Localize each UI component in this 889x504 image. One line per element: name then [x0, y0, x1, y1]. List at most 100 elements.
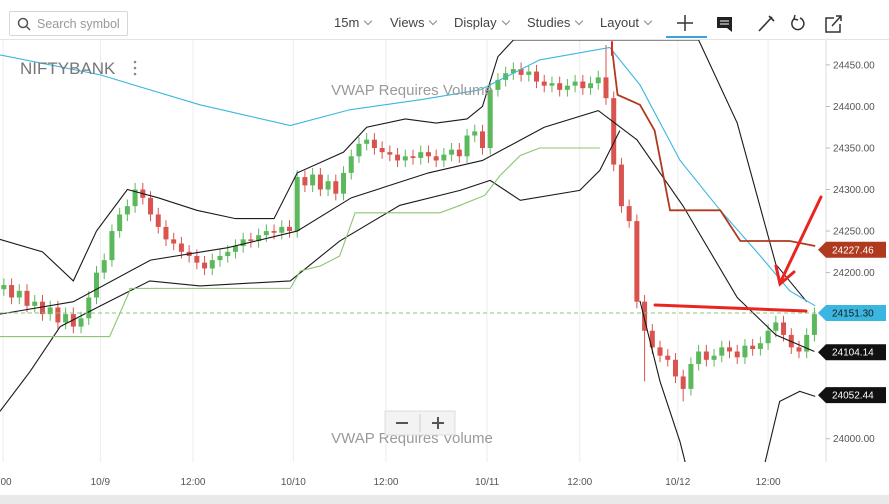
- candle-body: [333, 181, 339, 194]
- candle-body: [78, 318, 84, 327]
- candle-body: [209, 260, 215, 269]
- x-tick-label: 12:00: [756, 477, 781, 488]
- annotation-button[interactable]: [717, 17, 732, 32]
- price-badge-label: 24227.46: [832, 245, 874, 256]
- candle-body: [526, 71, 532, 75]
- search-icon: [17, 17, 31, 31]
- candle-body: [696, 351, 702, 364]
- candle-body: [86, 297, 92, 319]
- candle-body: [549, 83, 555, 86]
- candle-body: [796, 347, 802, 352]
- y-tick-label: 24300.00: [833, 185, 875, 196]
- candle-body: [657, 347, 663, 356]
- candle-body: [232, 246, 238, 252]
- x-tick-label: 10/12: [665, 477, 690, 488]
- candle-body: [611, 98, 617, 165]
- candle-body: [479, 131, 485, 148]
- symbol-menu[interactable]: [133, 60, 137, 76]
- candle-body: [464, 135, 470, 157]
- candle-body: [564, 85, 570, 90]
- candle-body: [672, 359, 678, 377]
- y-tick-label: 24350.00: [833, 143, 875, 154]
- scrollbar: [0, 495, 889, 504]
- y-tick-label: 24000.00: [833, 434, 875, 445]
- candle-body: [773, 322, 779, 331]
- study-notice: VWAP Requires Volume: [331, 82, 493, 99]
- price-badge: [818, 387, 886, 404]
- candle-body: [317, 174, 323, 190]
- candle-body: [155, 214, 161, 227]
- candle-body: [117, 214, 123, 232]
- candle-body: [294, 177, 300, 232]
- candle-body: [495, 79, 501, 90]
- candle-body: [109, 231, 115, 261]
- zoom-in[interactable]: [432, 417, 444, 429]
- axes: 00 10/9 12:00 10/10 12:00 10/11 12:00 10/12 12:0…: [0, 60, 886, 488]
- search-box[interactable]: Search symbol: [9, 11, 128, 36]
- draw-button[interactable]: [758, 15, 775, 32]
- x-tick-label: 10/11: [475, 477, 500, 488]
- toolbar-border: [0, 39, 889, 40]
- price-badge: [818, 241, 886, 258]
- candle-body: [341, 172, 347, 194]
- candle-body: [680, 376, 686, 389]
- candle-body: [16, 290, 22, 298]
- y-tick-label: 24200.00: [833, 268, 875, 279]
- candle-body: [541, 81, 547, 86]
- candle-body: [202, 262, 208, 269]
- candle-body: [163, 226, 169, 240]
- layout-menu[interactable]: Layout: [600, 15, 651, 30]
- candle-body: [487, 89, 493, 148]
- price-badge-label: 24104.14: [832, 348, 874, 359]
- x-tick-label: 00: [0, 477, 12, 488]
- x-tick-label: 12:00: [373, 477, 398, 488]
- x-tick-label: 12:00: [180, 477, 205, 488]
- y-tick-label: 24400.00: [833, 102, 875, 113]
- candle-body: [271, 231, 277, 233]
- candle-body: [649, 330, 655, 348]
- candle-body: [240, 239, 246, 247]
- symbol-name[interactable]: NIFTYBANK: [20, 59, 116, 78]
- price-badge: [818, 305, 886, 322]
- candle-body: [811, 314, 817, 335]
- indicator-line: [0, 147, 600, 338]
- candle-body: [371, 139, 377, 148]
- candle-body: [418, 152, 424, 158]
- candle-body: [101, 260, 107, 273]
- candle-body: [642, 301, 648, 331]
- indicator-line: [0, 130, 816, 462]
- undo-button[interactable]: [791, 14, 805, 31]
- crosshair-button[interactable]: [666, 15, 707, 38]
- studies-menu[interactable]: Studies: [527, 15, 582, 30]
- candle-body: [1, 285, 7, 290]
- candle-body: [449, 149, 455, 155]
- candle-body: [734, 351, 740, 358]
- candle-body: [757, 343, 763, 350]
- x-tick-label: 10/10: [281, 477, 306, 488]
- candle-body: [580, 81, 586, 89]
- candle-body: [472, 131, 478, 136]
- plot-area: [0, 40, 826, 462]
- views-menu[interactable]: Views: [390, 15, 436, 30]
- share-button[interactable]: [825, 15, 842, 33]
- indicator-line: [611, 49, 816, 247]
- candle-body: [572, 81, 578, 86]
- price-badge-label: 24052.44: [832, 391, 874, 402]
- candle-body: [456, 149, 462, 157]
- candle-body: [727, 347, 733, 352]
- candle-body: [310, 174, 316, 186]
- display-menu[interactable]: Display: [454, 15, 509, 30]
- toolbar-icons: [666, 14, 842, 38]
- drawing[interactable]: [611, 41, 823, 313]
- candle-body: [603, 77, 609, 99]
- candle-body: [804, 334, 810, 352]
- candle-body: [32, 301, 38, 306]
- interval-menu[interactable]: 15m: [334, 15, 371, 30]
- candle-body: [518, 69, 524, 75]
- x-tick-label: 10/9: [91, 477, 111, 488]
- candle-body: [248, 239, 254, 242]
- candle-body: [634, 221, 640, 302]
- candle-body: [364, 139, 370, 144]
- candle-body: [55, 307, 61, 323]
